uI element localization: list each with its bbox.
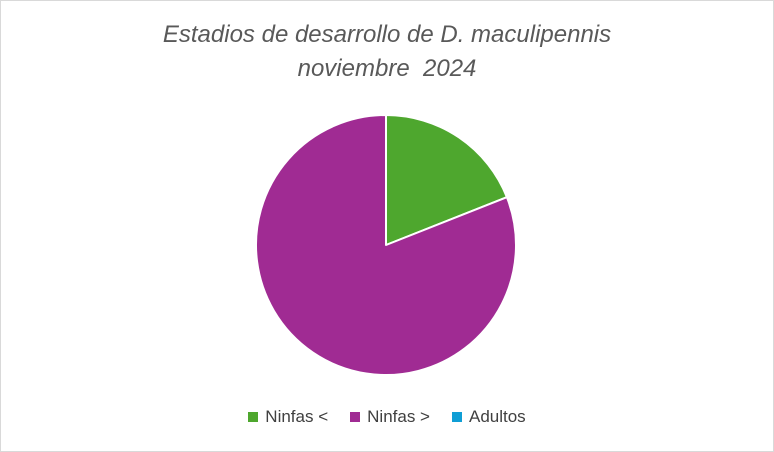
- chart-title-line-1: Estadios de desarrollo de D. maculipenni…: [162, 21, 612, 48]
- chart-legend: Ninfas < Ninfas > Adultos: [0, 407, 774, 427]
- chart-title: Estadios de desarrollo de D. maculipenni…: [0, 18, 774, 86]
- legend-swatch: [451, 412, 462, 422]
- pie-slices: [255, 114, 517, 376]
- legend-swatch: [248, 412, 259, 422]
- legend-label: Ninfas <: [265, 407, 329, 426]
- legend-item-adultos: Adultos: [451, 407, 526, 427]
- legend-item-ninfas-menor: Ninfas <: [248, 407, 328, 427]
- legend-item-ninfas-mayor: Ninfas >: [350, 407, 430, 427]
- legend-swatch: [350, 412, 361, 422]
- pie-slice-ninfas-0: [385, 114, 508, 246]
- pie-slice-ninfas-1: [255, 114, 517, 376]
- chart-title-line-2: noviembre 2024: [297, 55, 477, 82]
- legend-label: Ninfas >: [367, 407, 430, 426]
- legend-label: Adultos: [468, 407, 526, 426]
